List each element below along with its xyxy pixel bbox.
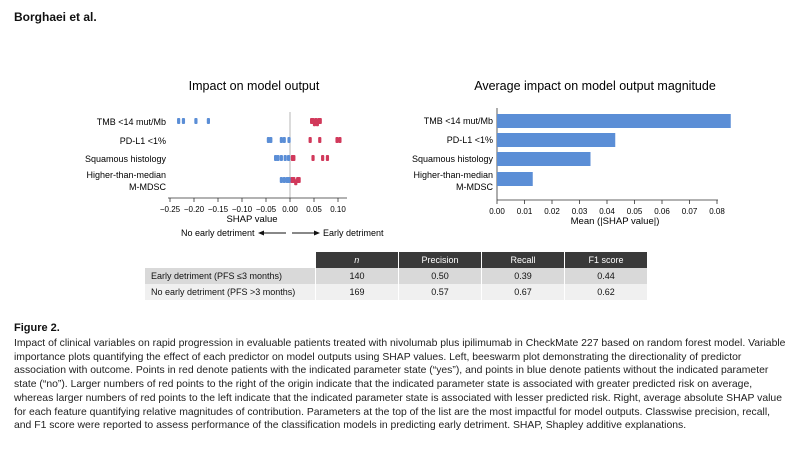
- beeswarm-point-yes: [325, 155, 330, 161]
- bar-tick-label: 0.05: [627, 207, 643, 216]
- bar-label-squamous: Squamous histology: [412, 154, 494, 164]
- author-header: Borghaei et al.: [14, 10, 97, 24]
- bar-tick-label: 0.02: [544, 207, 560, 216]
- bar-tick-label: 0.00: [489, 207, 505, 216]
- beeswarm-point-no: [177, 118, 181, 124]
- table-row: Early detriment (PFS ≤3 months) 140 0.50…: [145, 268, 648, 284]
- bar-chart: Average impact on model output magnitude…: [412, 79, 731, 227]
- metrics-header-blank: [145, 252, 316, 268]
- beeswarm-tick-label: 0.10: [330, 205, 346, 214]
- bar-title: Average impact on model output magnitude: [474, 79, 716, 93]
- beeswarm-point-no: [287, 177, 291, 183]
- beeswarm-tick-label: −0.05: [256, 205, 277, 214]
- bar-3: [497, 172, 533, 186]
- figure-caption: Impact of clinical variables on rapid pr…: [14, 338, 786, 432]
- cell-n: 140: [315, 268, 399, 284]
- feature-label-pdl1: PD-L1 <1%: [120, 136, 166, 146]
- beeswarm-point-no: [279, 177, 283, 183]
- beeswarm-tick-label: 0.05: [306, 205, 322, 214]
- cell-f1: 0.62: [564, 284, 648, 300]
- metrics-table: n Precision Recall F1 score Early detrim…: [145, 252, 648, 300]
- bar-x-ticks: 0.00 0.01 0.02 0.03 0.04 0.05 0.06 0.07 0.08: [489, 200, 725, 216]
- beeswarm-point-no: [279, 155, 283, 161]
- beeswarm-point-no: [279, 137, 283, 143]
- cell-f1: 0.44: [564, 268, 648, 284]
- row-label: Early detriment (PFS ≤3 months): [145, 268, 316, 284]
- bar-tick-label: 0.06: [654, 207, 670, 216]
- beeswarm-point-no: [194, 118, 198, 124]
- beeswarm-point-yes: [311, 155, 315, 161]
- beeswarm-point-no: [283, 155, 287, 161]
- cell-recall: 0.67: [481, 284, 565, 300]
- beeswarm-feature-labels: TMB <14 mut/Mb PD-L1 <1% Squamous histol…: [85, 117, 167, 192]
- beeswarm-points: [177, 118, 342, 186]
- feature-label-squamous: Squamous histology: [85, 154, 167, 164]
- bar-label-pdl1: PD-L1 <1%: [447, 135, 493, 145]
- beeswarm-chart: Impact on model output TMB <14 mut/Mb PD…: [85, 79, 384, 238]
- bar-feature-labels: TMB <14 mut/Mb PD-L1 <1% Squamous histol…: [412, 116, 494, 192]
- metrics-header-recall: Recall: [481, 252, 565, 268]
- feature-label-mmdsc-2: M-MDSC: [129, 182, 166, 192]
- metrics-header-precision: Precision: [398, 252, 482, 268]
- figure-label: Figure 2.: [14, 322, 60, 334]
- beeswarm-point-yes: [318, 137, 322, 143]
- bar-tick-label: 0.03: [572, 207, 588, 216]
- beeswarm-point-yes: [318, 118, 322, 124]
- beeswarm-tick-label: −0.25: [160, 205, 181, 214]
- cell-n: 169: [315, 284, 399, 300]
- beeswarm-point-no: [282, 137, 286, 143]
- table-row: No early detriment (PFS >3 months) 169 0…: [145, 284, 648, 300]
- beeswarm-point-yes: [297, 177, 301, 183]
- beeswarm-tick-label: 0.00: [282, 205, 298, 214]
- arrow-left-head-icon: [258, 230, 264, 236]
- beeswarm-point-yes: [335, 137, 339, 143]
- beeswarm-point-no: [287, 137, 291, 143]
- beeswarm-xlabel: SHAP value: [226, 214, 277, 225]
- beeswarm-point-yes: [321, 155, 325, 161]
- beeswarm-point-no: [181, 118, 186, 124]
- bar-label-tmb: TMB <14 mut/Mb: [424, 116, 493, 126]
- bar-tick-label: 0.04: [599, 207, 615, 216]
- bar-1: [497, 133, 616, 147]
- beeswarm-tick-label: −0.20: [184, 205, 205, 214]
- cell-precision: 0.57: [398, 284, 482, 300]
- bar-tick-label: 0.07: [682, 207, 698, 216]
- beeswarm-point-no: [286, 155, 291, 161]
- beeswarm-point-no: [276, 155, 280, 161]
- arrow-right-head-icon: [314, 230, 320, 236]
- bar-label-mmdsc-2: M-MDSC: [456, 182, 493, 192]
- metrics-header-n: n: [315, 252, 399, 268]
- arrow-right-label: Early detriment: [323, 228, 384, 238]
- cell-recall: 0.39: [481, 268, 565, 284]
- bar-2: [497, 152, 591, 166]
- feature-label-mmdsc-1: Higher-than-median: [86, 170, 166, 180]
- row-label: No early detriment (PFS >3 months): [145, 284, 316, 300]
- beeswarm-point-yes: [308, 137, 312, 143]
- beeswarm-tick-label: −0.10: [232, 205, 253, 214]
- beeswarm-point-yes: [338, 137, 342, 143]
- bar-0: [497, 114, 731, 128]
- beeswarm-title: Impact on model output: [189, 79, 320, 93]
- bar-xlabel: Mean (|SHAP value|): [571, 216, 660, 227]
- beeswarm-point-no: [206, 118, 210, 124]
- bar-series: [497, 114, 731, 186]
- cell-precision: 0.50: [398, 268, 482, 284]
- metrics-header-f1: F1 score: [564, 252, 648, 268]
- beeswarm-point-no: [269, 137, 273, 143]
- beeswarm-point-no: [282, 177, 286, 183]
- beeswarm-point-yes: [292, 155, 296, 161]
- beeswarm-x-ticks: −0.25 −0.20 −0.15 −0.10 −0.05 0.00 0.05 0.10: [160, 198, 346, 214]
- bar-label-mmdsc-1: Higher-than-median: [413, 170, 493, 180]
- beeswarm-tick-label: −0.15: [208, 205, 229, 214]
- arrow-left-label: No early detriment: [181, 228, 255, 238]
- metrics-header-row: n Precision Recall F1 score: [145, 252, 648, 268]
- bar-tick-label: 0.01: [517, 207, 533, 216]
- feature-label-tmb: TMB <14 mut/Mb: [97, 117, 166, 127]
- bar-tick-label: 0.08: [709, 207, 725, 216]
